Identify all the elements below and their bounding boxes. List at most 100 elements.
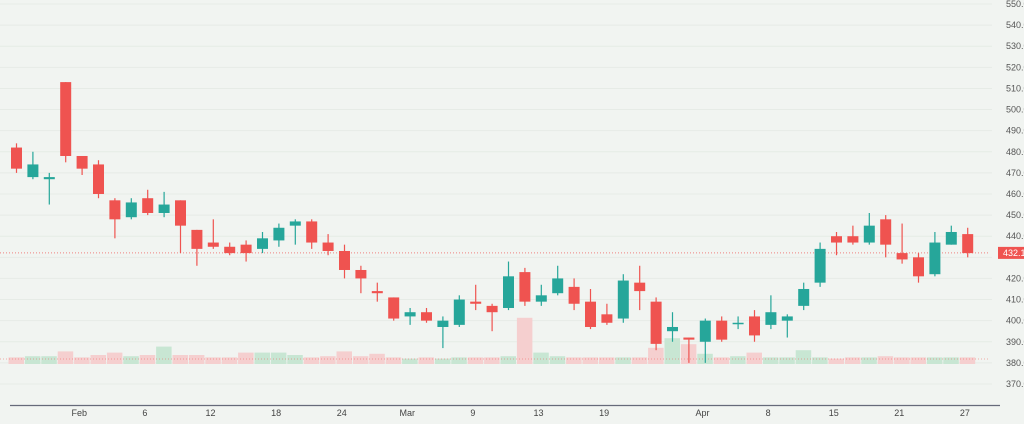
candle[interactable]: [60, 82, 72, 163]
time-axis[interactable]: Feb 6 12 18 24 Mar 9 13 19 Apr 8 15 21 27: [72, 408, 970, 418]
candle[interactable]: [306, 219, 318, 249]
volume-bar: [336, 351, 352, 364]
candle[interactable]: [109, 198, 121, 239]
volume-bar: [434, 358, 451, 364]
volume-bar: [8, 357, 24, 364]
candle[interactable]: [388, 297, 400, 321]
candle[interactable]: [781, 314, 793, 338]
candle[interactable]: [322, 234, 334, 256]
volume-bar: [106, 352, 123, 364]
candle[interactable]: [568, 278, 580, 311]
y-tick-label: 460.0: [1006, 189, 1024, 199]
candle[interactable]: [880, 215, 892, 258]
candle[interactable]: [158, 191, 170, 218]
x-tick-label: 9: [470, 408, 475, 418]
candle[interactable]: [601, 303, 613, 325]
candle[interactable]: [863, 212, 875, 245]
y-tick-label: 390.0: [1006, 337, 1024, 347]
candle[interactable]: [716, 316, 728, 342]
candle[interactable]: [503, 261, 514, 311]
volume-bar: [648, 347, 664, 364]
candle[interactable]: [175, 200, 186, 254]
candle[interactable]: [76, 155, 88, 175]
candle[interactable]: [667, 312, 678, 342]
candle[interactable]: [634, 265, 646, 311]
volume-bar: [910, 357, 926, 364]
candle[interactable]: [224, 242, 236, 256]
candle[interactable]: [585, 288, 596, 330]
volume-bar: [172, 355, 188, 364]
candle[interactable]: [257, 231, 268, 254]
volume-bar: [730, 356, 746, 364]
y-tick-label: 510.0: [1006, 83, 1024, 93]
candle[interactable]: [339, 244, 350, 279]
candle[interactable]: [404, 307, 416, 325]
candle[interactable]: [240, 240, 252, 262]
candle[interactable]: [699, 318, 711, 363]
candle[interactable]: [945, 225, 957, 245]
candle[interactable]: [421, 307, 432, 323]
volume-bar: [90, 355, 106, 364]
y-tick-label: 490.0: [1006, 126, 1024, 136]
y-tick-label: 410.0: [1006, 295, 1024, 305]
x-tick-label: 19: [599, 408, 609, 418]
candle[interactable]: [732, 316, 744, 330]
candle[interactable]: [962, 227, 974, 258]
candle[interactable]: [125, 198, 137, 220]
volume-bars: [0, 317, 990, 364]
x-tick-label: 18: [271, 408, 281, 418]
candle[interactable]: [552, 265, 564, 296]
candle[interactable]: [207, 219, 219, 249]
candle[interactable]: [929, 231, 941, 277]
volume-bar: [188, 355, 205, 364]
candle[interactable]: [142, 189, 154, 216]
candle[interactable]: [831, 231, 842, 256]
x-tick-label: 8: [766, 408, 771, 418]
candle[interactable]: [765, 295, 777, 330]
candle[interactable]: [371, 282, 383, 302]
candle[interactable]: [913, 253, 924, 283]
candle[interactable]: [798, 282, 810, 311]
x-tick-label: 21: [894, 408, 904, 418]
volume-bar: [484, 357, 500, 364]
volume-bar: [713, 357, 730, 364]
volume-bar: [877, 356, 894, 364]
volume-bar: [303, 357, 320, 364]
candle[interactable]: [470, 284, 482, 311]
candle[interactable]: [847, 225, 859, 245]
candle[interactable]: [27, 151, 39, 180]
candle[interactable]: [486, 303, 498, 332]
candle[interactable]: [519, 267, 531, 306]
x-tick-label: Apr: [695, 408, 709, 418]
volume-bar: [566, 357, 582, 364]
candle[interactable]: [749, 310, 760, 342]
volume-bar: [254, 352, 270, 364]
candle[interactable]: [43, 172, 55, 205]
volume-bar: [41, 356, 57, 364]
candle[interactable]: [191, 229, 203, 266]
candle[interactable]: [617, 274, 629, 323]
candle[interactable]: [453, 295, 465, 327]
volume-bar: [139, 355, 156, 364]
y-tick-label: 500.0: [1006, 105, 1024, 115]
x-tick-label: 13: [533, 408, 543, 418]
volume-bar: [352, 356, 369, 364]
volume-bar: [385, 357, 402, 364]
y-tick-label: 420.0: [1006, 273, 1024, 283]
volume-bar: [861, 357, 877, 364]
candle[interactable]: [355, 265, 367, 294]
candle[interactable]: [437, 316, 449, 349]
candle[interactable]: [273, 223, 285, 247]
price-axis[interactable]: 550.0 540.0 530.0 520.0 510.0 500.0 490.0 480.0…: [1006, 0, 1024, 389]
candle[interactable]: [683, 337, 695, 363]
candle[interactable]: [93, 160, 104, 199]
candle[interactable]: [650, 297, 662, 351]
candle[interactable]: [896, 223, 908, 264]
candle[interactable]: [535, 284, 547, 306]
candle[interactable]: [11, 143, 22, 173]
volume-bar: [959, 357, 976, 364]
candle[interactable]: [289, 219, 301, 245]
candle[interactable]: [814, 242, 826, 287]
volume-bar: [57, 351, 74, 364]
volume-bar: [320, 356, 336, 364]
